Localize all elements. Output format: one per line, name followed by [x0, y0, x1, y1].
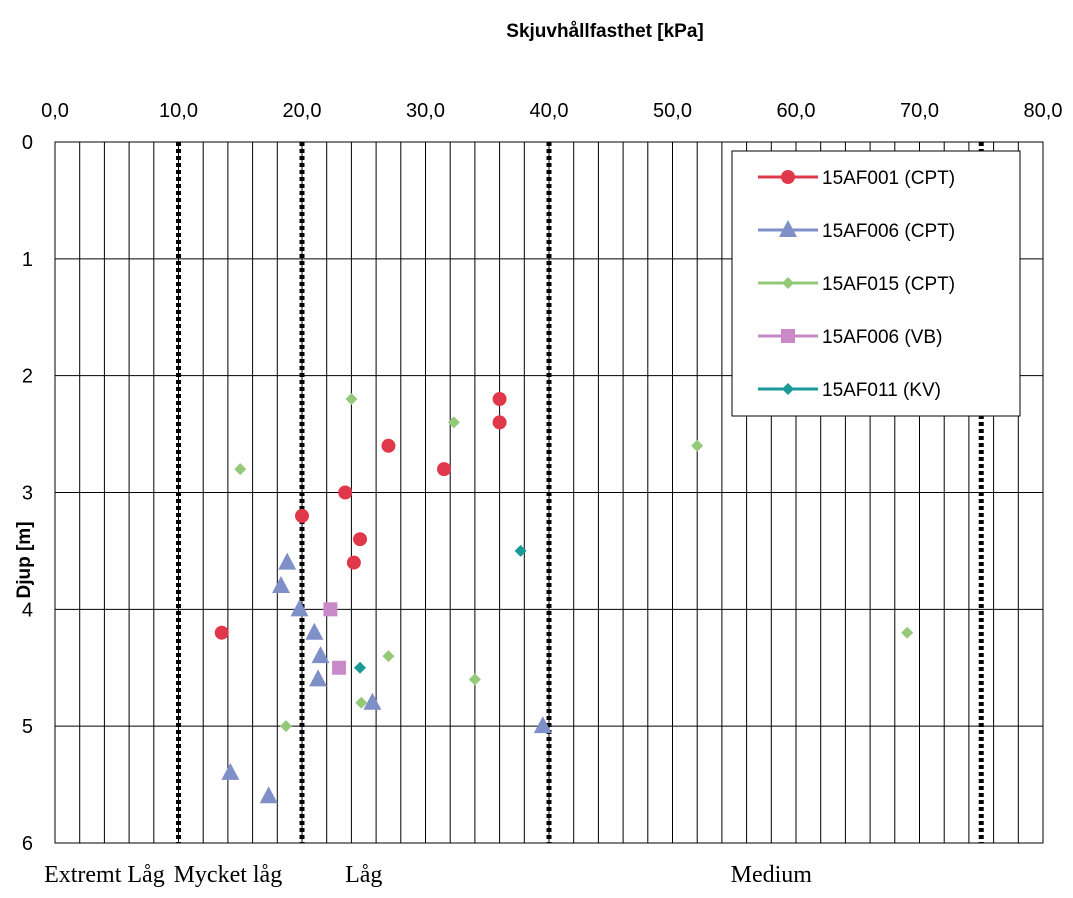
x-tick-label: 60,0	[777, 100, 816, 122]
data-point	[533, 716, 552, 734]
y-axis-ticks: 0 1 2 3 4 5 6	[22, 132, 33, 855]
data-point	[492, 415, 507, 430]
data-point	[353, 532, 368, 547]
data-point	[355, 696, 368, 709]
x-axis-ticks: 0,0 10,0 20,0 30,0 40,0 50,0 60,0 70,0 80,0	[41, 100, 1062, 122]
y-tick-label: 3	[22, 483, 33, 505]
data-point	[279, 720, 292, 733]
chart-title: Skjuvhållfasthet [kPa]	[506, 21, 703, 42]
legend-marker	[781, 329, 795, 343]
data-point	[691, 439, 704, 452]
data-point	[346, 555, 361, 570]
data-point	[305, 622, 324, 640]
x-tick-label: 70,0	[900, 100, 939, 122]
data-point	[290, 599, 309, 617]
data-point	[345, 393, 358, 406]
x-tick-label: 80,0	[1024, 100, 1063, 122]
legend-marker	[781, 170, 795, 184]
legend-marker	[779, 220, 797, 237]
data-point	[214, 625, 229, 640]
data-point	[272, 575, 291, 593]
x-tick-label: 50,0	[653, 100, 692, 122]
data-point	[468, 673, 481, 686]
zone-label: Mycket låg	[174, 862, 283, 888]
legend-label: 15AF006 (VB)	[822, 327, 942, 348]
data-point	[382, 650, 395, 663]
data-point	[259, 786, 278, 804]
legend-label: 15AF011 (KV)	[822, 380, 941, 401]
zone-label: Extremt Låg	[44, 862, 165, 888]
legend-marker	[782, 277, 794, 289]
data-point	[901, 626, 914, 639]
data-point	[221, 762, 240, 780]
data-point	[311, 646, 330, 664]
data-point	[447, 416, 460, 429]
x-tick-label: 0,0	[41, 100, 69, 122]
y-tick-label: 0	[22, 132, 33, 154]
data-point	[437, 462, 452, 477]
data-point	[338, 485, 353, 500]
plot-border	[54, 141, 1044, 844]
zone-label: Låg	[345, 862, 382, 888]
y-tick-label: 4	[22, 599, 33, 621]
data-point	[381, 438, 396, 453]
data-point	[323, 602, 338, 617]
data-point	[234, 463, 247, 476]
data-points	[214, 392, 914, 804]
legend-label: 15AF006 (CPT)	[822, 221, 955, 242]
data-point	[295, 508, 309, 523]
threshold-lines	[176, 142, 984, 843]
x-tick-label: 20,0	[283, 100, 322, 122]
data-point	[354, 661, 367, 674]
legend-label: 15AF001 (CPT)	[822, 168, 955, 189]
legend-marker	[782, 383, 794, 395]
data-point	[363, 692, 382, 710]
y-tick-label: 2	[22, 366, 33, 388]
x-tick-label: 30,0	[406, 100, 445, 122]
y-axis-label: Djup [m]	[14, 521, 35, 598]
x-tick-label: 40,0	[530, 100, 569, 122]
legend-label: 15AF015 (CPT)	[822, 274, 955, 295]
y-tick-label: 1	[22, 249, 33, 271]
y-tick-label: 6	[22, 833, 33, 855]
zone-labels: Extremt Låg Mycket låg Låg Medium	[44, 862, 812, 888]
data-point	[309, 669, 328, 687]
x-tick-label: 10,0	[159, 100, 198, 122]
data-point	[492, 392, 507, 407]
zone-label: Medium	[731, 862, 813, 888]
data-point	[332, 660, 347, 675]
data-point	[514, 544, 527, 557]
y-tick-label: 5	[22, 716, 33, 738]
legend: 15AF001 (CPT) 15AF006 (CPT) 15AF015 (CPT) 1…	[731, 150, 1021, 417]
data-point	[278, 552, 297, 570]
